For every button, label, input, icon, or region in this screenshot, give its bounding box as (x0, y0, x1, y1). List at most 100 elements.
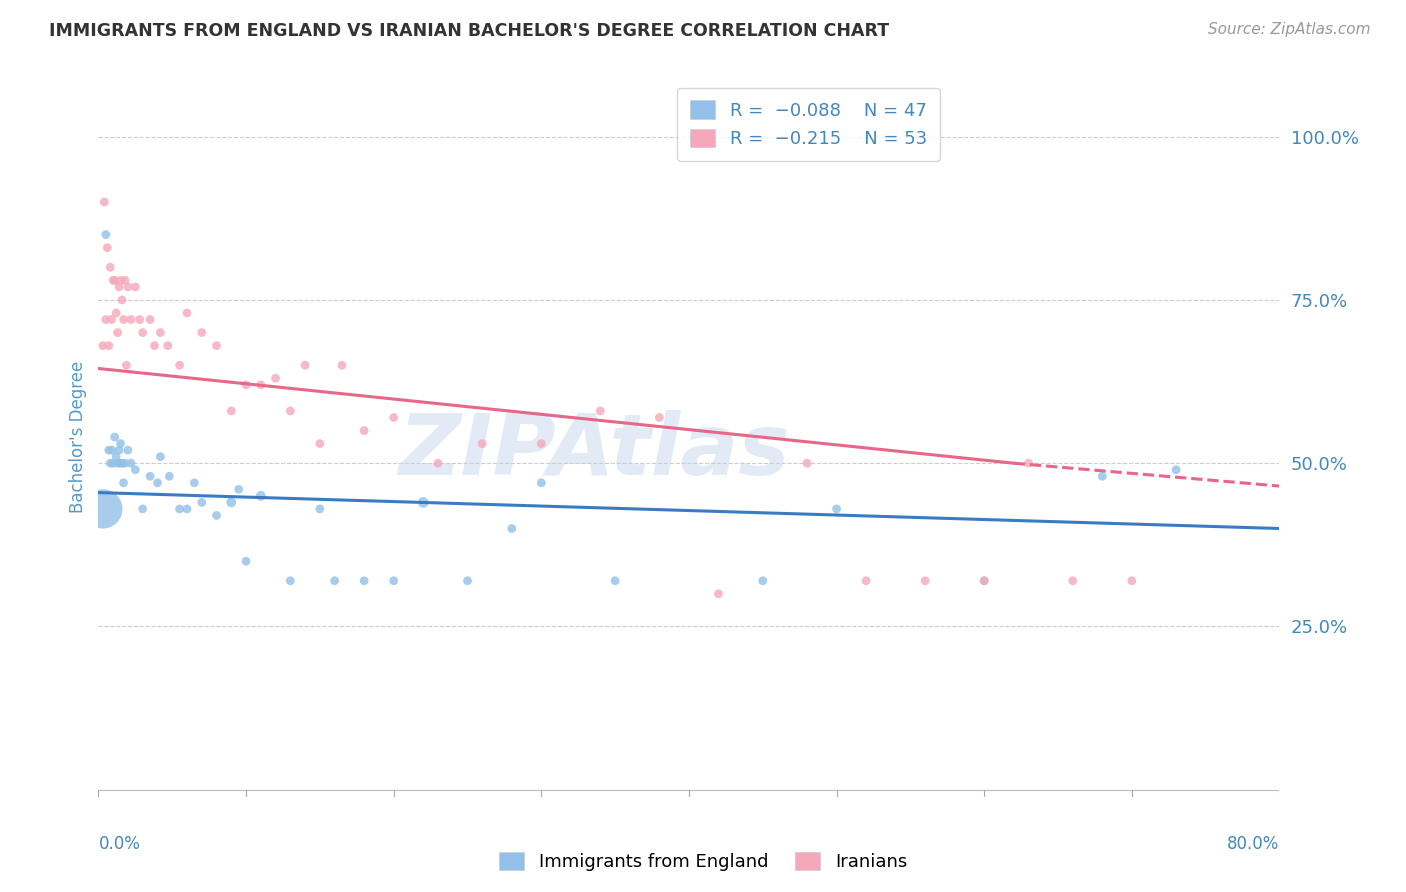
Point (471, 436, 494, 450)
Point (353, 424, 375, 438)
Point (128, 312, 150, 326)
Text: ZIPAtlas: ZIPAtlas (399, 410, 790, 493)
Point (250, 489, 273, 503)
Point (112, 475, 135, 490)
Point (120, 456, 142, 470)
Point (973, 574, 995, 588)
Point (264, 371, 287, 385)
Point (1062, 574, 1084, 588)
Point (97, 443, 120, 458)
Text: 0.0%: 0.0% (98, 836, 141, 854)
Point (1166, 463, 1188, 477)
Point (169, 358, 191, 372)
Point (104, 430, 127, 444)
Point (221, 495, 243, 509)
Point (117, 443, 139, 458)
Point (111, 293, 134, 307)
Text: Source: ZipAtlas.com: Source: ZipAtlas.com (1208, 22, 1371, 37)
Point (412, 495, 434, 509)
Point (114, 456, 136, 470)
Point (110, 436, 132, 450)
Point (280, 574, 302, 588)
Point (107, 326, 129, 340)
Point (235, 554, 257, 568)
Point (752, 574, 775, 588)
Point (796, 456, 818, 470)
Point (382, 574, 405, 588)
Point (589, 404, 612, 418)
Point (648, 410, 671, 425)
Point (156, 338, 179, 352)
Point (112, 312, 135, 326)
Point (309, 436, 332, 450)
Point (330, 358, 353, 372)
Point (176, 306, 198, 320)
Point (530, 475, 553, 490)
Point (110, 273, 132, 287)
Point (280, 404, 302, 418)
Point (100, 312, 122, 326)
Point (139, 469, 162, 483)
Point (120, 312, 142, 326)
Point (149, 326, 172, 340)
Point (1121, 574, 1143, 588)
Point (1091, 469, 1114, 483)
Point (124, 463, 146, 477)
Point (105, 450, 128, 464)
Point (103, 273, 125, 287)
Point (825, 502, 848, 516)
Point (100, 443, 122, 458)
Point (91, 338, 114, 352)
Point (205, 338, 228, 352)
Point (97, 338, 120, 352)
Point (191, 326, 214, 340)
Point (108, 443, 131, 458)
Text: IMMIGRANTS FROM ENGLAND VS IRANIAN BACHELOR'S DEGREE CORRELATION CHART: IMMIGRANTS FROM ENGLAND VS IRANIAN BACHE… (49, 22, 890, 40)
Point (205, 508, 228, 523)
Point (191, 495, 214, 509)
Point (973, 574, 995, 588)
Point (221, 404, 243, 418)
Point (176, 502, 198, 516)
Legend: R =  −0.088    N = 47, R =  −0.215    N = 53: R = −0.088 N = 47, R = −0.215 N = 53 (678, 87, 939, 161)
Point (96, 241, 118, 255)
Point (309, 502, 332, 516)
Point (605, 574, 627, 588)
Point (98, 456, 121, 470)
Point (427, 456, 450, 470)
Point (94, 312, 117, 326)
Point (139, 312, 162, 326)
Point (146, 475, 169, 490)
Point (132, 502, 155, 516)
Point (108, 280, 131, 294)
Point (707, 587, 730, 601)
Point (114, 273, 136, 287)
Point (157, 469, 180, 483)
Point (93, 194, 115, 209)
Point (855, 574, 877, 588)
Point (250, 377, 273, 392)
Point (94, 227, 117, 242)
Point (294, 358, 316, 372)
Text: 80.0%: 80.0% (1227, 836, 1279, 854)
Point (143, 338, 166, 352)
Point (1018, 456, 1040, 470)
Point (183, 475, 205, 490)
Point (103, 456, 125, 470)
Point (169, 502, 191, 516)
Point (107, 456, 129, 470)
Point (382, 410, 405, 425)
Point (530, 436, 553, 450)
Point (132, 326, 155, 340)
Point (501, 521, 523, 535)
Point (149, 450, 172, 464)
Legend: Immigrants from England, Iranians: Immigrants from England, Iranians (492, 845, 914, 879)
Point (110, 456, 132, 470)
Point (111, 456, 134, 470)
Point (124, 280, 146, 294)
Point (115, 358, 138, 372)
Point (914, 574, 936, 588)
Point (457, 574, 479, 588)
Point (323, 574, 346, 588)
Point (353, 574, 375, 588)
